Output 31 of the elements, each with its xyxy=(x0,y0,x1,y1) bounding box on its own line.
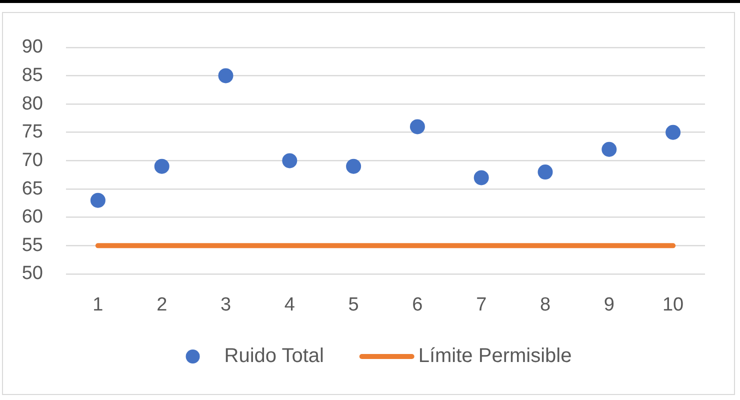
y-tick-label: 70 xyxy=(22,150,43,171)
point xyxy=(282,153,298,168)
point xyxy=(538,164,553,180)
point xyxy=(154,158,170,174)
y-tick-label: 65 xyxy=(22,178,43,200)
legend-label: Ruido Total xyxy=(224,345,324,368)
y-tick-label: 90 xyxy=(22,36,43,58)
y-tick-label: 75 xyxy=(22,122,43,143)
y-tick-label: 50 xyxy=(22,263,43,284)
point xyxy=(410,119,425,134)
point xyxy=(666,124,681,140)
point xyxy=(474,170,489,186)
x-tick-label: 7 xyxy=(476,294,487,316)
legend-label: Límite Permisible xyxy=(418,345,572,368)
x-tick-label: 6 xyxy=(412,294,423,316)
y-tick-label: 55 xyxy=(22,234,43,256)
x-tick-label: 4 xyxy=(284,294,296,316)
point xyxy=(346,158,362,174)
x-tick-label: 10 xyxy=(662,294,684,316)
x-tick-label: 3 xyxy=(220,294,232,316)
y-tick-label: 80 xyxy=(22,93,43,114)
y-tick-label: 60 xyxy=(22,206,43,228)
x-tick-label: 5 xyxy=(348,294,359,316)
y-tick-label: 85 xyxy=(22,64,43,86)
x-tick-label: 8 xyxy=(540,294,551,316)
x-tick-label: 2 xyxy=(156,294,168,316)
x-tick-label: 9 xyxy=(604,294,614,316)
point xyxy=(218,68,234,84)
x-tick-label: 1 xyxy=(92,294,104,316)
point xyxy=(602,142,617,157)
point xyxy=(90,192,106,208)
